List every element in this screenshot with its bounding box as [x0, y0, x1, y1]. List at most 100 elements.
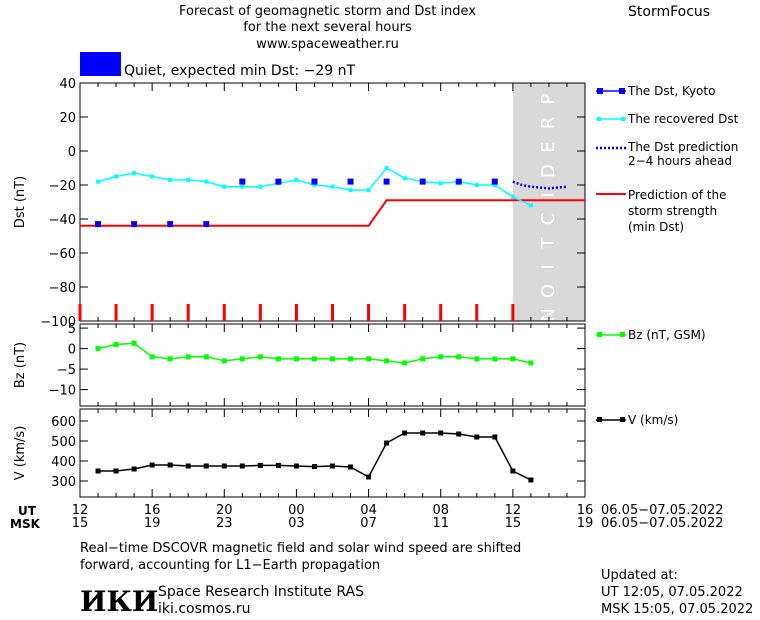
legend-bz-label: Bz (nT, GSM): [628, 328, 706, 342]
prediction-letter: D: [538, 164, 559, 178]
bz-series-point: [167, 356, 173, 362]
status-color-swatch: [80, 52, 121, 76]
ut-tick-label: 16: [144, 503, 161, 518]
v-series-point: [149, 462, 155, 468]
legend-v-marker: [597, 417, 602, 422]
bz-axis-title: Bz (nT): [13, 342, 28, 388]
bz-series-point: [474, 356, 480, 362]
bz-series-point: [528, 360, 534, 366]
dst-ytick-label: 20: [59, 111, 76, 126]
ut-tick-label: 08: [432, 503, 449, 518]
footnote-line1: Real−time DSCOVR magnetic field and sola…: [80, 541, 522, 556]
bz-panel-frame: [79, 323, 586, 407]
v-ytick-label: 400: [51, 455, 76, 470]
kyoto-dst-point: [311, 178, 318, 185]
bz-series-point: [275, 356, 281, 362]
legend-dst-recovered-marker: [597, 117, 601, 121]
v-series-point: [438, 430, 444, 436]
legend-v-marker: [620, 417, 625, 422]
dst-ytick-label: −40: [49, 213, 76, 228]
ut-tick-label: 16: [577, 503, 594, 518]
recovered-dst-point: [438, 181, 443, 186]
dst-ytick-label: −100: [40, 315, 76, 330]
msk-tick-label: 03: [288, 516, 305, 531]
legend-dst-kyoto-label: The Dst, Kyoto: [628, 84, 716, 98]
kyoto-dst-point: [167, 221, 174, 228]
dst-axis-title: Dst (nT): [13, 176, 28, 228]
legend-bz-marker: [597, 332, 602, 337]
v-series-point: [113, 468, 119, 474]
ut-tick-label: 12: [505, 503, 522, 518]
status-label: Quiet, expected min Dst: −29 nT: [124, 63, 356, 79]
iki-logo: ИКИ: [80, 585, 159, 618]
v-series-point: [492, 434, 498, 440]
prediction-letter: T: [538, 237, 559, 250]
recovered-dst-point: [240, 184, 245, 189]
chart-title-line2: for the next several hours: [243, 20, 412, 35]
v-ytick-label: 300: [51, 475, 76, 490]
v-series-point: [528, 477, 534, 483]
recovered-dst-point: [366, 188, 371, 193]
recovered-dst-point: [384, 166, 389, 170]
recovered-dst-point: [204, 179, 209, 184]
recovered-dst-point: [132, 171, 137, 176]
kyoto-dst-point: [419, 178, 426, 185]
kyoto-dst-point: [275, 178, 282, 185]
updated-ut: UT 12:05, 07.05.2022: [601, 585, 743, 600]
prediction-letter: I: [538, 264, 559, 269]
dst-ytick-label: 40: [59, 77, 76, 92]
kyoto-dst-point: [239, 178, 246, 185]
legend-storm-line1: Prediction of the: [628, 188, 727, 202]
source-url[interactable]: www.spaceweather.ru: [256, 37, 399, 52]
v-series-point: [95, 468, 101, 474]
legend-storm-label: Prediction of the storm strength (min Ds…: [628, 187, 727, 235]
legend-dst-kyoto-marker: [597, 88, 603, 94]
recovered-dst-point: [330, 184, 335, 189]
bz-series-point: [510, 356, 516, 362]
legend-storm-line3: (min Dst): [628, 220, 685, 234]
ut-tick-label: 12: [72, 503, 89, 518]
v-series-point: [330, 463, 335, 469]
legend-storm-line2: storm strength: [628, 204, 718, 218]
bz-series-point: [149, 354, 155, 360]
bz-ytick-label: −10: [49, 384, 76, 399]
bz-series-point: [239, 356, 245, 362]
recovered-dst-point: [294, 177, 299, 182]
ut-date-range: 06.05−07.05.2022: [601, 503, 724, 518]
bz-series-point: [366, 356, 372, 362]
footnote-line2: forward, accounting for L1−Earth propaga…: [80, 558, 381, 573]
bz-series-point: [221, 358, 227, 364]
msk-tick-label: 15: [72, 516, 89, 531]
msk-axis-label: MSK: [10, 517, 40, 531]
updated-msk: MSK 15:05, 07.05.2022: [601, 602, 754, 617]
bz-series-point: [330, 356, 335, 362]
legend-bz-marker: [620, 332, 625, 337]
msk-tick-label: 19: [577, 516, 594, 531]
v-axis-title: V (km/s): [13, 426, 28, 481]
v-series-point: [131, 466, 137, 472]
bz-series-point: [456, 354, 462, 360]
recovered-dst-point: [474, 183, 479, 187]
prediction-letter: N: [538, 308, 559, 321]
ut-tick-label: 00: [288, 503, 305, 518]
kyoto-dst-point: [383, 178, 390, 185]
bz-series-point: [95, 346, 101, 352]
dst-panel-frame: [79, 82, 586, 322]
ut-tick-label: 20: [216, 503, 233, 518]
v-series-point: [420, 430, 426, 436]
institute-url[interactable]: iki.cosmos.ru: [158, 601, 251, 617]
prediction-letter: P: [538, 93, 559, 104]
msk-tick-label: 23: [216, 516, 233, 531]
v-series-point: [348, 464, 354, 470]
storm-strength-line: [80, 199, 585, 227]
recovered-dst-point: [402, 176, 407, 181]
legend-dst-recovered-marker: [621, 117, 625, 121]
legend-dst-prediction-line1: The Dst prediction: [628, 140, 739, 154]
bz-series-point: [311, 356, 317, 362]
bz-series-point: [203, 354, 209, 360]
bz-series-point: [420, 356, 426, 362]
recovered-dst-point: [186, 177, 191, 182]
bz-series-point: [492, 356, 498, 362]
v-series-point: [203, 463, 209, 469]
recovered-dst-point: [168, 177, 173, 182]
